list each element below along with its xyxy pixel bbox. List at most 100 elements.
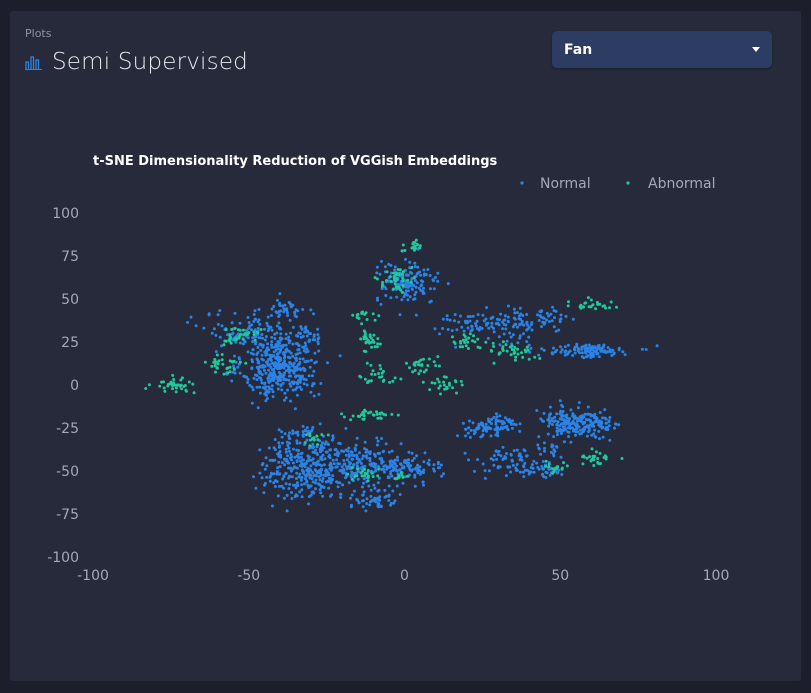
normal-point — [590, 422, 594, 426]
normal-point — [522, 332, 525, 336]
abnormal-point — [459, 340, 462, 343]
normal-point — [597, 423, 601, 427]
normal-point — [329, 494, 332, 498]
normal-point — [293, 465, 296, 469]
normal-point — [270, 387, 274, 391]
normal-point — [287, 434, 291, 438]
normal-point — [391, 468, 395, 472]
normal-point — [644, 348, 648, 351]
abnormal-point — [308, 444, 312, 448]
normal-point — [304, 328, 308, 332]
abnormal-point — [355, 474, 359, 478]
normal-point — [511, 419, 514, 423]
normal-point — [279, 327, 283, 331]
normal-point — [350, 453, 354, 457]
abnormal-point — [615, 305, 618, 309]
abnormal-point — [551, 471, 555, 475]
abnormal-point — [434, 364, 438, 368]
normal-point — [250, 401, 254, 405]
abnormal-point — [410, 265, 414, 269]
abnormal-point — [180, 387, 184, 391]
normal-point — [496, 425, 499, 429]
normal-point — [233, 311, 237, 315]
normal-point — [372, 452, 376, 456]
normal-point — [387, 494, 391, 498]
normal-point — [304, 477, 307, 481]
normal-point — [291, 467, 295, 471]
normal-point — [272, 361, 275, 365]
normal-point — [543, 446, 546, 450]
abnormal-point — [231, 360, 234, 364]
normal-point — [323, 442, 327, 446]
normal-point — [291, 432, 295, 436]
normal-point — [571, 317, 575, 321]
normal-point — [324, 450, 328, 454]
abnormal-point — [252, 330, 256, 334]
abnormal-point — [375, 345, 379, 349]
abnormal-point — [501, 347, 505, 351]
normal-point — [268, 363, 272, 367]
abnormal-point — [412, 246, 416, 250]
normal-point — [375, 265, 379, 269]
abnormal-point — [399, 377, 403, 381]
normal-point — [300, 495, 304, 499]
normal-point — [569, 408, 573, 412]
normal-point — [404, 257, 407, 261]
normal-point — [468, 319, 472, 323]
normal-point — [548, 405, 552, 409]
normal-point — [338, 462, 342, 466]
normal-point — [361, 454, 365, 458]
normal-point — [406, 285, 410, 289]
normal-point — [446, 328, 450, 331]
normal-point — [505, 339, 509, 343]
abnormal-point — [445, 386, 449, 390]
abnormal-point — [400, 290, 404, 294]
normal-point — [362, 490, 366, 494]
normal-point — [277, 365, 281, 369]
normal-point — [252, 376, 256, 380]
normal-point — [536, 313, 539, 317]
normal-point — [496, 434, 500, 438]
normal-point — [559, 409, 563, 413]
normal-point — [553, 350, 557, 354]
abnormal-point — [509, 353, 513, 357]
abnormal-point — [442, 383, 446, 387]
normal-point — [288, 318, 292, 322]
normal-point — [413, 297, 417, 301]
normal-point — [272, 354, 276, 358]
normal-point — [470, 324, 474, 328]
normal-point — [422, 468, 426, 472]
normal-point — [581, 428, 585, 432]
normal-point — [589, 353, 593, 356]
normal-point — [314, 478, 318, 482]
normal-point — [284, 471, 288, 475]
normal-point — [453, 319, 456, 323]
normal-point — [408, 295, 412, 299]
normal-point — [260, 463, 264, 467]
normal-point — [508, 465, 512, 469]
normal-point — [571, 412, 575, 416]
normal-point — [554, 309, 558, 313]
normal-point — [270, 345, 274, 349]
machine-type-select[interactable]: Fan — [552, 31, 772, 68]
abnormal-point — [418, 246, 422, 250]
normal-point — [459, 314, 462, 318]
normal-point — [345, 458, 349, 462]
abnormal-point — [363, 377, 367, 381]
normal-point — [362, 499, 365, 503]
normal-point — [296, 309, 300, 313]
normal-point — [302, 382, 306, 386]
normal-point — [576, 406, 580, 410]
abnormal-point — [369, 379, 373, 383]
normal-point — [319, 468, 323, 472]
abnormal-point — [388, 380, 392, 384]
normal-point — [287, 449, 291, 453]
abnormal-point — [303, 441, 307, 445]
normal-point — [335, 480, 339, 484]
abnormal-point — [390, 412, 394, 416]
normal-point — [254, 317, 258, 321]
normal-point — [321, 477, 325, 480]
abnormal-point — [401, 279, 405, 283]
normal-point — [392, 501, 396, 505]
normal-point — [614, 422, 617, 426]
